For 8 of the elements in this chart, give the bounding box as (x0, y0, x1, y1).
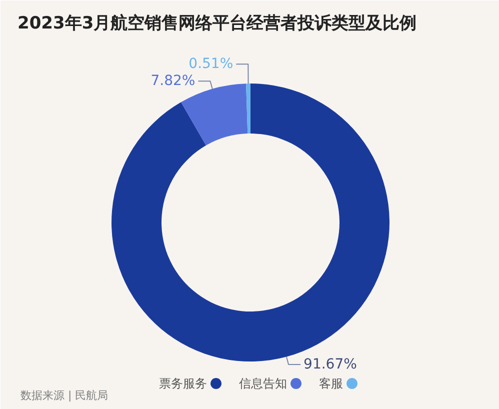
data-label: 91.67% (304, 356, 357, 372)
legend-label: 票务服务 (159, 376, 207, 390)
legend-label: 信息告知 (239, 376, 287, 390)
data-label: 0.51% (188, 56, 234, 72)
data-label: 7.82% (150, 73, 196, 90)
source-note: 数据来源 | 民航局 (20, 389, 108, 402)
chart-title: 2023年3月航空销售网络平台经营者投诉类型及比例 (18, 14, 417, 34)
legend-label: 客服 (319, 376, 343, 390)
